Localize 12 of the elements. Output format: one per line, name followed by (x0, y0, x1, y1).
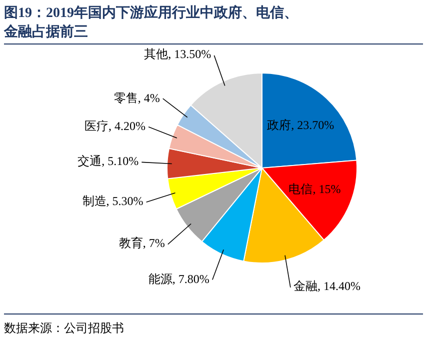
slice-label: 医疗, 4.20% (84, 118, 146, 134)
chart-title: 图19：2019年国内下游应用行业中政府、电信、金融占据前三 (3, 4, 298, 40)
source-note: 数据来源：公司招股书 (4, 321, 124, 335)
slice-label: 其他, 13.50% (143, 47, 212, 62)
slice-label: 金融, 14.40% (293, 279, 362, 294)
slice-label: 制造, 5.30% (81, 194, 144, 210)
slice-label: 零售, 4% (112, 90, 160, 106)
slice-label: 政府, 23.70% (266, 118, 336, 134)
slice-label: 交通, 5.10% (76, 154, 139, 170)
slice-label: 电信, 15% (288, 182, 342, 197)
slice-label: 教育, 7% (118, 236, 165, 252)
slice-label: 能源, 7.80% (147, 272, 210, 287)
